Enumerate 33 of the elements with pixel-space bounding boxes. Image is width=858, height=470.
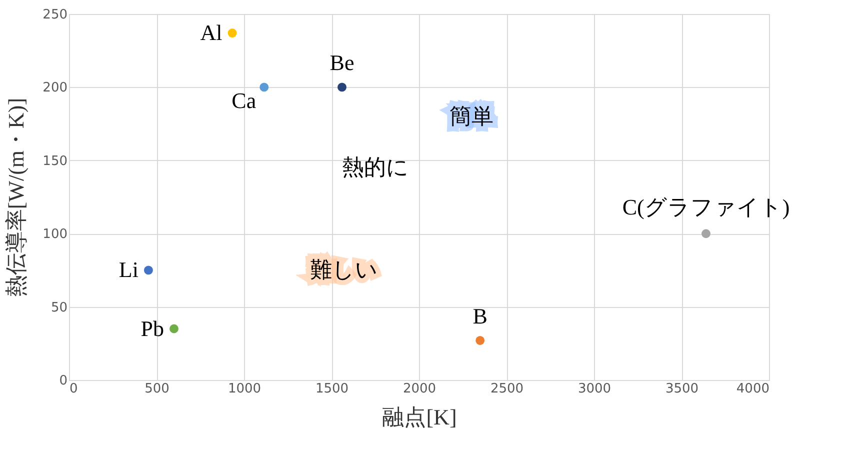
- x-tick-label: 1000: [228, 382, 262, 396]
- x-tick-label: 2500: [490, 382, 524, 396]
- x-tick-label: 2000: [402, 382, 436, 396]
- point: [260, 82, 269, 92]
- x-tick-label: 3500: [665, 382, 699, 396]
- annotation: 簡単: [450, 104, 494, 130]
- x-tick-label: 0: [70, 382, 78, 396]
- x-axis-title: 融点[K]: [382, 404, 457, 430]
- point: [170, 324, 178, 334]
- point: [144, 266, 153, 275]
- y-tick-label: 50: [50, 300, 68, 316]
- annotation: Li: [118, 257, 138, 282]
- annotation: B: [472, 303, 488, 328]
- x-tick-label: 3000: [578, 382, 612, 396]
- x-tick-label: 1500: [315, 382, 349, 396]
- y-tick-label: 150: [42, 154, 68, 169]
- annotation: Al: [200, 20, 222, 46]
- y-tick-label: 100: [42, 227, 68, 242]
- annotation: Be: [330, 50, 354, 76]
- annotation: 難しい: [310, 258, 378, 284]
- y-tick-label: 250: [42, 8, 68, 22]
- point: [338, 82, 346, 92]
- point: [228, 28, 237, 38]
- y-tick-label: 200: [42, 80, 68, 96]
- annotation: Ca: [232, 88, 256, 114]
- point: [476, 336, 485, 345]
- annotation: Pb: [140, 316, 164, 341]
- annotation: C(グラファイト): [622, 194, 790, 220]
- y-axis-title: 熱伝導率[W/(m・K)]: [4, 98, 29, 298]
- point: [702, 229, 710, 238]
- x-tick-label: 4000: [736, 382, 770, 396]
- annotation: 熱的に: [342, 156, 409, 181]
- x-tick-label: 500: [144, 382, 170, 396]
